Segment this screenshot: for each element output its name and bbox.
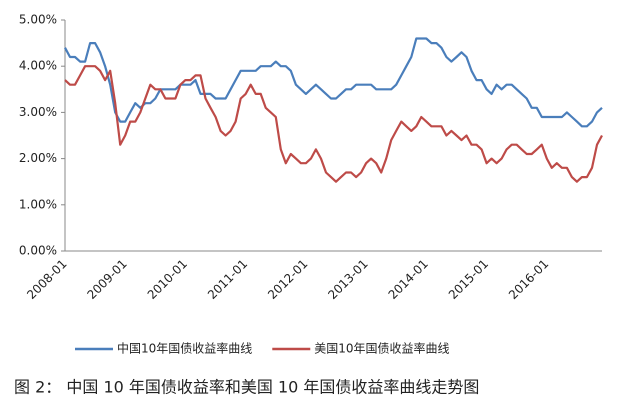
y-tick-label: 3.00% [19,105,57,119]
y-tick-label: 2.00% [19,151,57,165]
legend-label: 中国10年国债收益率曲线 [117,341,252,356]
y-tick-label: 5.00% [19,13,57,27]
series-line [64,65,603,183]
x-tick-label: 2011-01 [205,257,250,302]
y-tick-label: 1.00% [19,197,57,211]
y-tick-label: 0.00% [19,244,57,258]
x-tick-label: 2010-01 [145,257,190,302]
x-tick-label: 2016-01 [506,257,551,302]
x-tick-label: 2012-01 [265,257,310,302]
caption: 图 2： 中国 10 年国债收益率和美国 10 年国债收益率曲线走势图 [14,378,479,397]
legend-label: 美国10年国债收益率曲线 [314,341,449,356]
x-tick-label: 2009-01 [84,257,129,302]
series-line [64,37,603,128]
x-tick-label: 2014-01 [386,257,431,302]
x-tick-label: 2015-01 [446,257,491,302]
y-tick-label: 4.00% [19,59,57,73]
x-tick-label: 2013-01 [325,257,370,302]
x-tick-label: 2008-01 [24,257,69,302]
